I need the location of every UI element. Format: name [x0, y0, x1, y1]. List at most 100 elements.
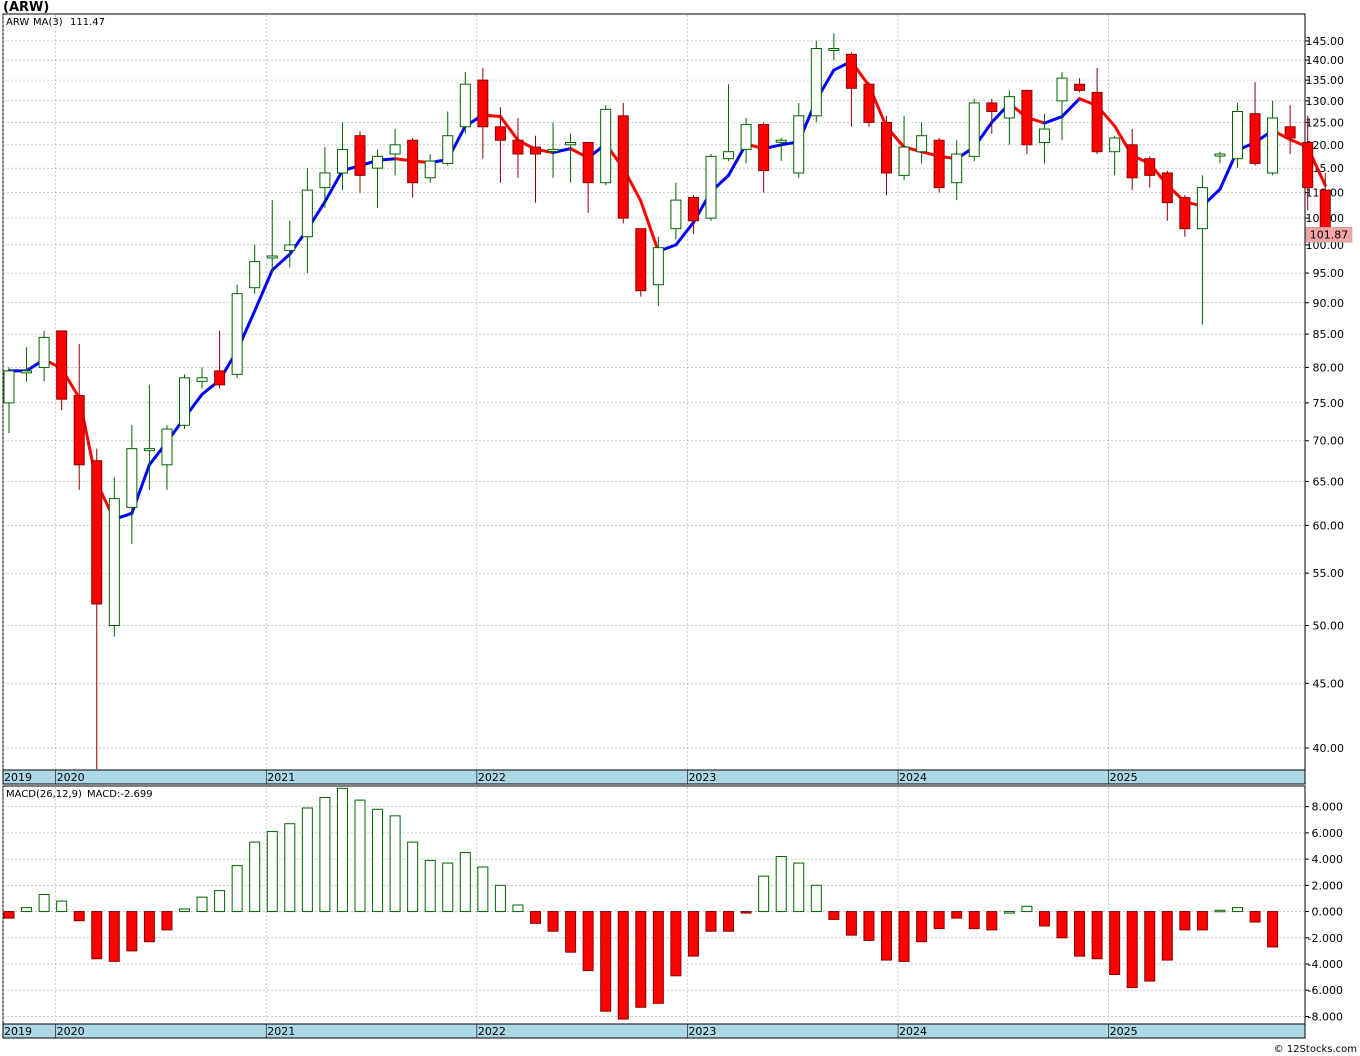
legend-symbol: ARW	[6, 17, 29, 28]
candle-body	[810, 48, 822, 117]
candle-body	[284, 244, 296, 251]
macd-bar	[845, 911, 857, 936]
candle-body	[530, 146, 541, 155]
candle-body	[1214, 153, 1226, 157]
candle-body	[1179, 197, 1191, 230]
candle	[161, 425, 173, 490]
candle	[687, 195, 699, 235]
candle-body	[494, 126, 506, 141]
candle	[494, 107, 506, 183]
macd-bar	[1074, 911, 1086, 957]
price-x-tick-label: 2024	[899, 771, 927, 784]
candle-body	[372, 155, 384, 169]
candle	[3, 367, 15, 433]
macd-bar	[196, 896, 208, 913]
macd-bar	[1179, 911, 1191, 931]
candle-body	[881, 121, 892, 174]
candle	[1126, 129, 1138, 191]
candle-body	[442, 135, 454, 164]
candle-body	[354, 135, 366, 176]
candle-body	[1038, 128, 1050, 144]
candle	[775, 137, 787, 162]
candle	[1284, 105, 1296, 155]
macd-y-tick-label: -2.000	[1308, 932, 1343, 945]
macd-label: MACD(26,12,9)	[6, 789, 82, 800]
macd-bar	[1161, 911, 1173, 961]
candle-body	[1232, 111, 1243, 160]
candle-body	[214, 370, 226, 386]
price-x-tick-label: 2023	[688, 771, 716, 784]
chart-title: (ARW)	[3, 0, 49, 15]
macd-bar	[319, 796, 331, 913]
candle-body	[21, 370, 33, 374]
macd-bar	[1144, 911, 1156, 982]
candle	[898, 115, 910, 181]
candle	[336, 122, 348, 191]
candle-body	[705, 155, 717, 219]
candle	[284, 220, 296, 268]
macd-bar	[512, 904, 524, 913]
candle	[1038, 113, 1050, 164]
price-y-tick-label: 60.00	[1313, 519, 1345, 532]
price-x-axis: 2019 2020 2021 2022 2023 2024 2025	[2, 770, 1138, 784]
watermark: © 12Stocks.com	[1274, 1044, 1357, 1055]
candle	[740, 118, 752, 164]
macd-bar	[723, 911, 735, 932]
ma-segment	[253, 268, 274, 313]
macd-bar	[143, 911, 155, 943]
candle-body	[161, 428, 173, 466]
candle-body	[108, 498, 120, 626]
price-y-tick-label: 75.00	[1313, 397, 1345, 410]
candle-body	[758, 124, 770, 172]
macd-bar	[1196, 911, 1208, 931]
candle	[407, 137, 419, 198]
macd-bar	[56, 900, 68, 913]
candle	[547, 122, 559, 178]
macd-bar	[336, 787, 348, 913]
candle-body	[389, 144, 401, 155]
candle	[1161, 170, 1173, 221]
macd-bar	[986, 911, 998, 931]
ma-segment	[1060, 97, 1082, 119]
price-y-tick-label: 80.00	[1313, 361, 1345, 374]
macd-bar	[354, 799, 366, 913]
candle-body	[319, 172, 331, 189]
candle-body	[1144, 158, 1156, 176]
ma-segment	[270, 252, 292, 272]
macd-bar	[933, 911, 945, 930]
candle-body	[336, 148, 348, 174]
macd-y-tick-label: -4.000	[1308, 958, 1343, 971]
candle	[1267, 100, 1279, 176]
legend-ma: MA(3)	[33, 17, 63, 28]
candle	[143, 384, 155, 490]
macd-bar	[214, 890, 226, 913]
price-y-tick-label: 55.00	[1313, 567, 1345, 580]
candle-body	[723, 151, 735, 160]
candle-body	[565, 142, 577, 146]
macd-bar	[1232, 907, 1243, 913]
macd-bar	[652, 911, 664, 1004]
candle-body	[459, 83, 471, 128]
candle-body	[249, 261, 261, 289]
candle	[845, 52, 857, 127]
candle	[810, 40, 822, 123]
candle-body	[916, 135, 928, 153]
macd-bar	[91, 911, 103, 960]
candle-body	[740, 124, 752, 150]
candle	[705, 154, 717, 221]
macd-bar	[389, 815, 401, 913]
macd-bar	[249, 841, 261, 913]
macd-bar	[1214, 909, 1226, 913]
candle-body	[126, 448, 138, 508]
candle	[986, 98, 998, 134]
macd-bar	[179, 908, 190, 913]
candle-body	[898, 146, 910, 176]
macd-bar	[477, 866, 489, 913]
candle	[828, 33, 840, 61]
candle	[266, 200, 278, 274]
candle	[126, 425, 138, 544]
macd-x-tick-label: 2025	[1110, 1025, 1138, 1038]
candle-body	[600, 108, 612, 184]
macd-bar	[670, 911, 682, 977]
